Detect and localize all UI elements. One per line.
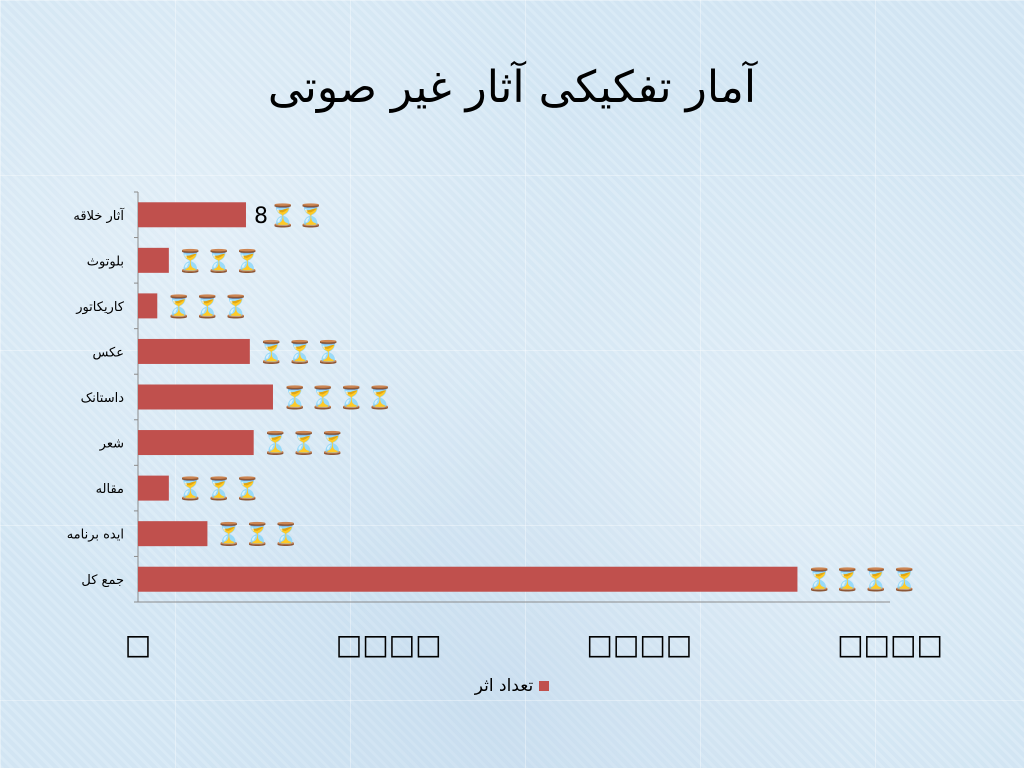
y-tick-label: داستانک (81, 391, 125, 406)
data-label: ⏳⏳⏳ (262, 431, 347, 457)
bar (138, 566, 798, 592)
data-label: ⏳⏳⏳ (177, 476, 262, 502)
y-tick-label: ایده برنامه (67, 528, 124, 543)
data-label: ⏳⏳⏳⏳ (281, 385, 395, 411)
bar (138, 475, 169, 501)
legend-swatch (539, 681, 550, 691)
bar (138, 430, 254, 456)
data-label: ⏳⏳⏳⏳ (805, 567, 919, 593)
bar (138, 293, 158, 319)
y-tick-label: آثار خلاقه (73, 207, 125, 224)
chart-title: آمار تفکیکی آثار غیر صوتی (267, 62, 757, 113)
legend-label: تعداد اثر (474, 676, 534, 696)
y-tick-label: شعر (99, 437, 124, 452)
x-tick-label: □□□□ (586, 628, 692, 661)
data-label: ⏳⏳⏳ (215, 522, 300, 548)
bar (138, 247, 169, 273)
x-tick-label: □□□□ (837, 628, 943, 661)
y-tick-label: کاریکاتور (75, 300, 125, 315)
data-label: ⏳⏳⏳ (165, 294, 250, 320)
x-tick-label: □□□□ (336, 628, 442, 661)
data-label: ⏳⏳⏳ (177, 248, 262, 274)
data-label: 8⏳⏳ (254, 203, 326, 229)
y-tick-label: بلوتوث (87, 254, 124, 269)
y-tick-label: جمع کل (81, 573, 124, 588)
bar (138, 338, 250, 364)
x-tick-label: □ (125, 628, 151, 661)
bar (138, 202, 246, 228)
data-label: ⏳⏳⏳ (258, 339, 343, 365)
y-tick-label: مقاله (96, 482, 124, 497)
bar (138, 521, 208, 547)
y-tick-label: عکس (92, 345, 124, 360)
legend: تعداد اثر (0, 676, 1024, 696)
bar (138, 384, 273, 410)
